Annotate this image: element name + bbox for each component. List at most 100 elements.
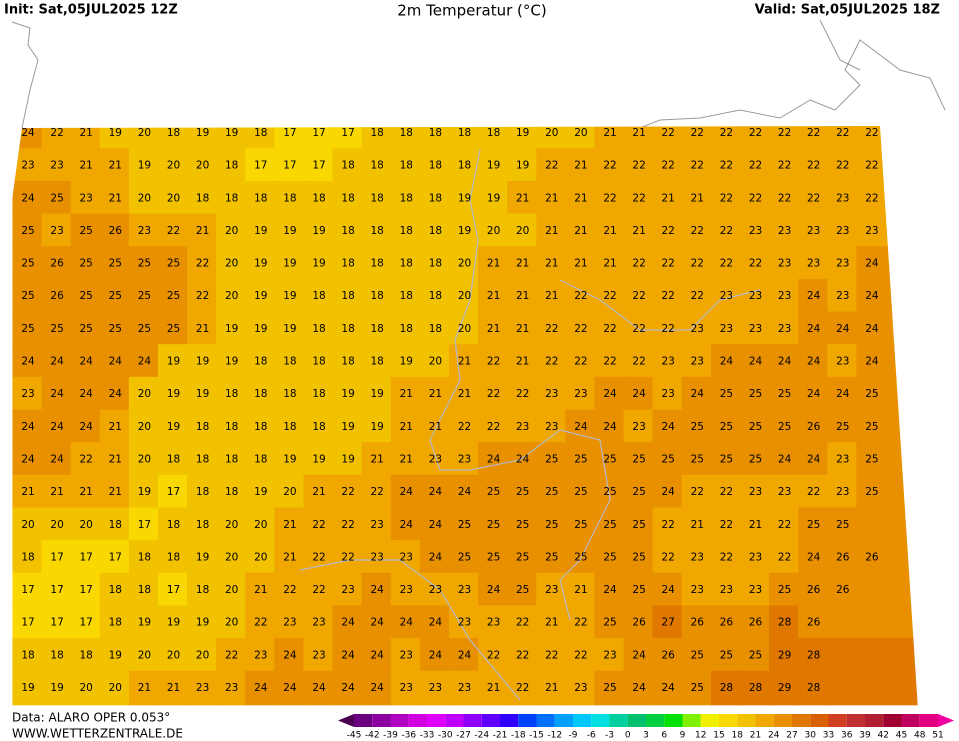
temperature-cell — [681, 670, 713, 706]
temperature-cell — [739, 605, 772, 641]
legend-label: -30 — [438, 731, 453, 741]
temperature-cell — [478, 126, 510, 151]
temperature-cell — [507, 638, 539, 673]
temperature-cell — [274, 540, 306, 575]
temperature-cell — [507, 670, 539, 706]
temperature-cell — [681, 126, 713, 151]
temperature-value: 18 — [225, 453, 238, 465]
temperature-value: 18 — [109, 617, 122, 629]
temperature-value: 18 — [429, 160, 442, 172]
temperature-value: 23 — [400, 682, 413, 694]
temperature-cell — [478, 442, 510, 477]
legend-swatch — [500, 714, 519, 727]
temperature-value: 20 — [138, 421, 151, 433]
temperature-value: 24 — [807, 453, 821, 465]
temperature-value: 18 — [429, 192, 442, 204]
temperature-value: 20 — [167, 192, 180, 204]
temperature-value: 21 — [458, 356, 471, 368]
temperature-value: 22 — [720, 192, 733, 204]
temperature-cell — [216, 442, 248, 477]
temperature-cell — [70, 572, 102, 608]
temperature-cell — [798, 442, 830, 477]
temperature-value: 18 — [371, 127, 384, 139]
temperature-value: 24 — [400, 519, 414, 531]
temperature-cell — [361, 442, 393, 477]
temperature-value: 28 — [807, 682, 820, 694]
temperature-cell — [216, 376, 248, 412]
temperature-value: 21 — [254, 584, 267, 596]
temperature-value: 25 — [691, 421, 704, 433]
temperature-value: 23 — [836, 290, 849, 302]
temperature-value: 19 — [312, 258, 325, 270]
temperature-cell — [565, 311, 597, 347]
temperature-cell — [390, 474, 422, 510]
temperature-cell — [856, 540, 888, 575]
temperature-cell — [623, 638, 655, 673]
temperature-cell — [798, 344, 830, 379]
temperature-cell — [12, 670, 44, 706]
temperature-value: 25 — [603, 682, 616, 694]
temperature-value: 21 — [691, 519, 704, 531]
temperature-value: 23 — [749, 551, 762, 563]
temperature-value: 24 — [662, 421, 676, 433]
temperature-cell — [594, 507, 626, 543]
temperature-value: 20 — [458, 323, 471, 335]
temperature-value: 22 — [720, 258, 733, 270]
temperature-cell — [623, 409, 655, 445]
temperature-cell — [70, 180, 102, 216]
temperature-value: 29 — [778, 682, 791, 694]
temperature-cell — [332, 376, 364, 412]
temperature-value: 19 — [400, 356, 413, 368]
temperature-cell — [99, 572, 131, 608]
temperature-value: 24 — [720, 356, 734, 368]
temperature-cell — [390, 442, 422, 477]
temperature-cell — [128, 344, 160, 379]
temperature-value: 24 — [691, 388, 705, 400]
temperature-cell — [623, 344, 655, 379]
temperature-cell — [216, 213, 248, 249]
temperature-value: 23 — [312, 617, 325, 629]
temperature-cell — [507, 148, 539, 183]
temperature-cell — [274, 344, 306, 379]
temperature-cell — [623, 670, 655, 706]
temperature-value: 24 — [807, 323, 821, 335]
temperature-cell — [157, 278, 190, 314]
temperature-value: 22 — [807, 192, 820, 204]
temperature-cell — [827, 148, 859, 183]
legend-swatch — [408, 714, 427, 727]
temperature-cell — [419, 638, 451, 673]
temperature-cell — [769, 376, 801, 412]
temperature-value: 20 — [50, 519, 63, 531]
temperature-value: 24 — [109, 356, 123, 368]
temperature-cell — [128, 246, 160, 281]
temperature-cell — [594, 409, 626, 445]
temperature-cell — [536, 540, 568, 575]
temperature-value: 22 — [662, 519, 675, 531]
temperature-cell — [739, 474, 772, 510]
temperature-cell — [41, 311, 73, 347]
temperature-value: 25 — [545, 486, 558, 498]
temperature-value: 25 — [749, 421, 762, 433]
temperature-cell — [390, 213, 422, 249]
temperature-cell — [332, 474, 364, 510]
temperature-cell — [157, 148, 190, 183]
temperature-value: 25 — [865, 421, 878, 433]
temperature-value: 19 — [283, 453, 296, 465]
temperature-cell — [12, 540, 44, 575]
temperature-value: 26 — [749, 617, 763, 629]
temperature-cell — [128, 409, 160, 445]
temperature-cell — [739, 126, 772, 151]
temperature-value: 22 — [691, 258, 704, 270]
temperature-value: 28 — [778, 617, 791, 629]
temperature-value: 21 — [109, 160, 122, 172]
temperature-value: 19 — [225, 127, 238, 139]
temperature-value: 18 — [400, 127, 413, 139]
temperature-value: 19 — [109, 649, 122, 661]
temperature-value: 17 — [312, 160, 325, 172]
temperature-cell — [623, 180, 655, 216]
legend-swatch — [865, 714, 884, 727]
temperature-cell — [478, 213, 510, 249]
temperature-value: 21 — [574, 192, 587, 204]
temperature-value: 22 — [487, 356, 500, 368]
temperature-value: 26 — [836, 584, 850, 596]
